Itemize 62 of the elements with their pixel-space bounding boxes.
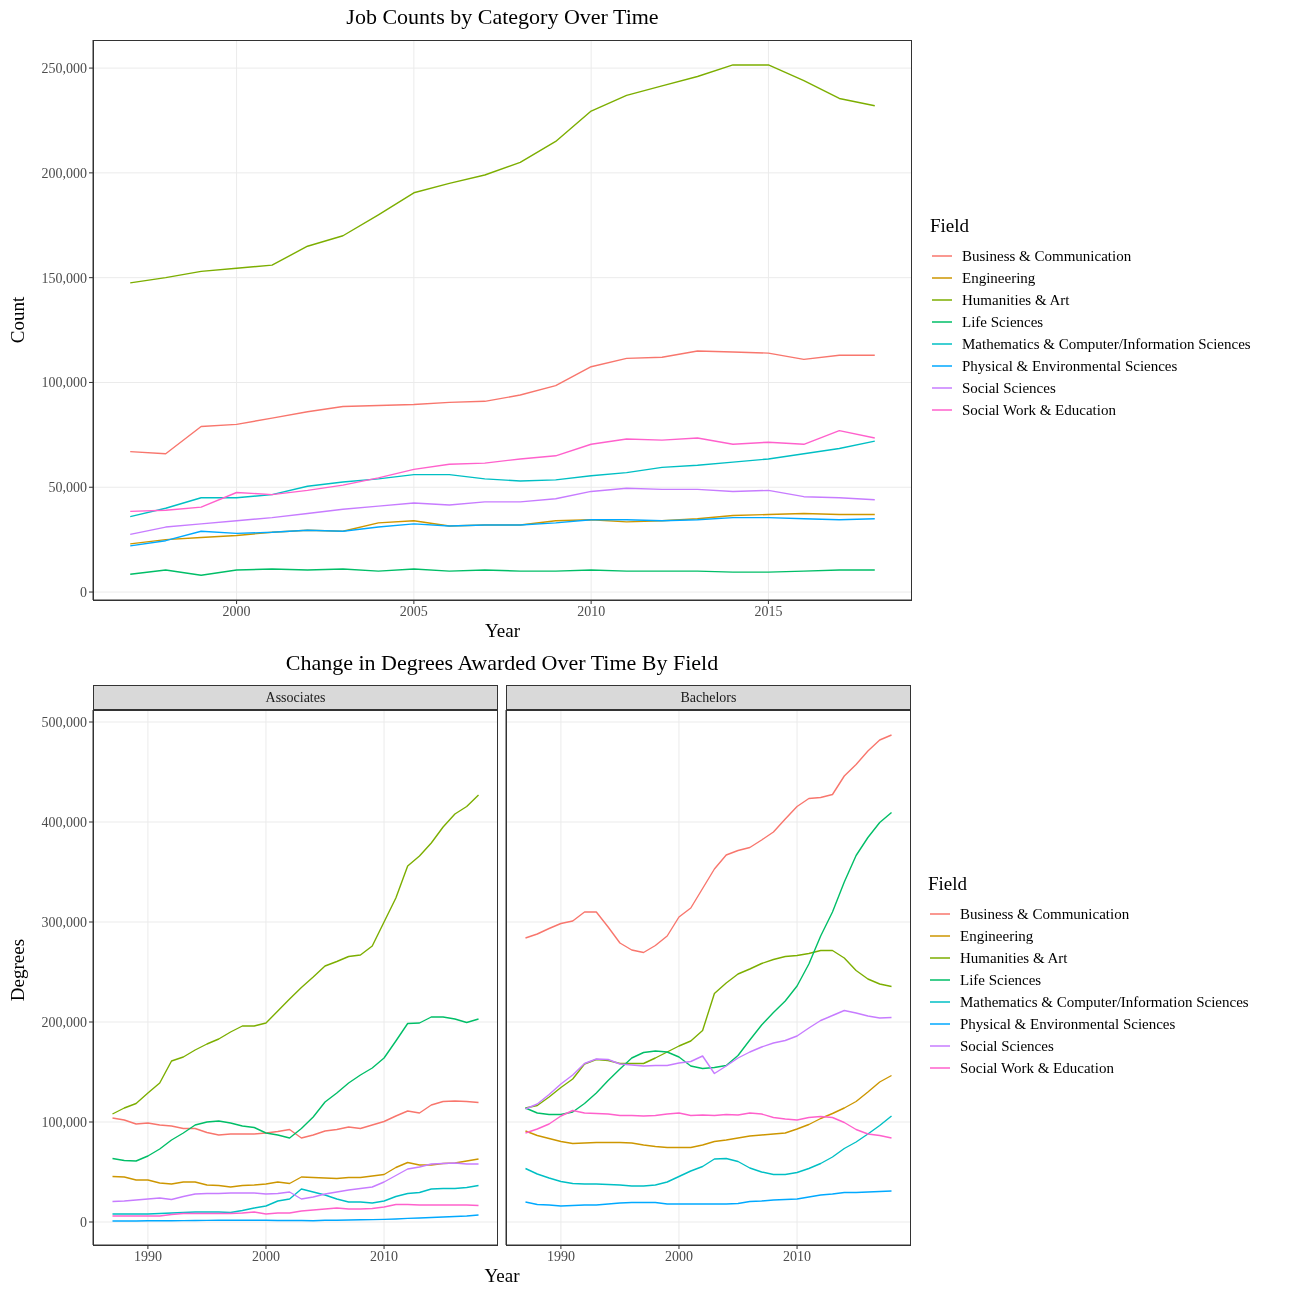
x-tick-label: 1990 [133,1248,162,1264]
x-tick-label: 1990 [546,1248,575,1264]
y-tick-label: 150,000 [41,270,87,286]
line-series [111,1203,480,1217]
legend-label: Mathematics & Computer/Information Sciences [962,335,1251,353]
line-series [111,794,480,1115]
line-series [129,429,876,513]
line-series [129,350,876,455]
legend-label: Engineering [960,927,1034,945]
line-series [129,64,876,284]
line-series [111,1214,480,1222]
x-tick-label: 2000 [251,1248,280,1264]
x-tick-label: 2000 [664,1248,693,1264]
line-series [111,1184,480,1215]
legend-label: Humanities & Art [962,291,1070,309]
legend-label: Humanities & Art [960,949,1068,967]
legend-label: Social Sciences [960,1037,1054,1055]
line-series [111,1158,480,1188]
legend-label: Life Sciences [960,971,1042,989]
y-tick-label: 0 [80,585,87,601]
x-tick-label: 2015 [754,603,783,619]
y-tick-label: 50,000 [48,480,87,496]
y-tick-label: 200,000 [41,165,87,181]
x-axis-title: Year [484,620,521,642]
x-tick-label: 2010 [370,1248,399,1264]
legend-title: Field [928,873,969,895]
y-tick-label: 250,000 [41,61,87,77]
line-series [129,568,876,576]
legend-label: Business & Communication [962,247,1132,265]
chart-subtitle: Associates [93,685,498,710]
y-tick-label: 500,000 [41,714,87,730]
legend-title: Field [930,215,971,237]
y-tick-label: 100,000 [41,375,87,391]
line-series [111,1162,480,1203]
y-axis-title: Degrees [7,938,29,1002]
x-tick-label: 2010 [577,603,606,619]
x-tick-label: 2010 [783,1248,812,1264]
legend-label: Physical & Environmental Sciences [960,1015,1176,1033]
legend-label: Physical & Environmental Sciences [962,357,1178,375]
chart-title: Job Counts by Category Over Time [345,4,660,30]
line-series [111,1016,480,1162]
legend-label: Life Sciences [962,313,1044,331]
legend-label: Social Work & Education [960,1059,1114,1077]
chart-title: Change in Degrees Awarded Over Time By Field [284,650,720,676]
y-axis-title: Count [7,296,29,344]
legend-label: Social Work & Education [962,401,1116,419]
x-axis-title: Year [483,1265,521,1287]
legend-label: Mathematics & Computer/Information Sciences [960,993,1249,1011]
x-tick-label: 2005 [399,603,428,619]
line-series [129,487,876,536]
legend-label: Engineering [962,269,1036,287]
x-tick-label: 2000 [222,603,251,619]
y-tick-label: 100,000 [41,1114,87,1130]
legend-label: Social Sciences [962,379,1056,397]
y-tick-label: 0 [80,1214,87,1230]
y-tick-label: 200,000 [41,1014,87,1030]
line-series [111,1100,480,1139]
y-tick-label: 400,000 [41,814,87,830]
y-tick-label: 300,000 [41,914,87,930]
chart-subtitle: Bachelors [506,685,911,710]
legend-label: Business & Communication [960,905,1130,923]
line-series [129,440,876,518]
